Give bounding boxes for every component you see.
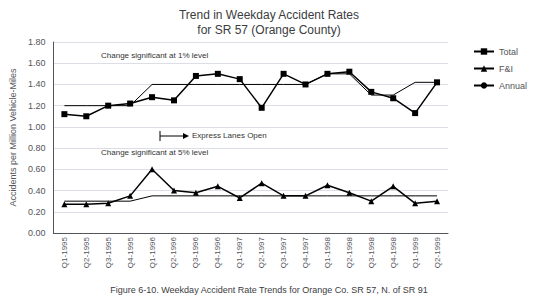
- svg-text:Change significant at 1% level: Change significant at 1% level: [101, 51, 208, 60]
- svg-text:1.80: 1.80: [28, 37, 46, 47]
- svg-text:Q2-1995: Q2-1995: [82, 236, 91, 268]
- svg-text:Q1-1998: Q1-1998: [323, 236, 332, 268]
- svg-text:Q4-1997: Q4-1997: [301, 236, 310, 268]
- svg-text:Q2-1997: Q2-1997: [257, 236, 266, 268]
- svg-text:Q3-1997: Q3-1997: [279, 236, 288, 268]
- svg-text:Q4-1996: Q4-1996: [213, 236, 222, 268]
- svg-text:Q2-1996: Q2-1996: [169, 236, 178, 268]
- svg-text:0.40: 0.40: [28, 186, 46, 196]
- svg-text:Q3-1995: Q3-1995: [104, 236, 113, 268]
- svg-text:Q1-1999: Q1-1999: [411, 236, 420, 268]
- svg-text:F&I: F&I: [499, 64, 513, 74]
- svg-text:0.20: 0.20: [28, 207, 46, 217]
- svg-text:1.20: 1.20: [28, 101, 46, 111]
- svg-text:Express Lanes Open: Express Lanes Open: [192, 131, 267, 140]
- svg-text:1.40: 1.40: [28, 79, 46, 89]
- svg-text:Q4-1998: Q4-1998: [389, 236, 398, 268]
- svg-text:Q2-1998: Q2-1998: [345, 236, 354, 268]
- svg-text:for SR 57 (Orange County): for SR 57 (Orange County): [197, 23, 340, 37]
- svg-text:Q1-1995: Q1-1995: [60, 236, 69, 268]
- svg-text:Annual: Annual: [499, 81, 527, 91]
- svg-text:Q3-1998: Q3-1998: [367, 236, 376, 268]
- svg-text:0.60: 0.60: [28, 164, 46, 174]
- svg-text:0.80: 0.80: [28, 143, 46, 153]
- svg-text:Figure 6-10. Weekday Accident: Figure 6-10. Weekday Accident Rate Trend…: [110, 285, 428, 295]
- svg-text:Total: Total: [499, 47, 518, 57]
- svg-text:Trend in Weekday Accident Rate: Trend in Weekday Accident Rates: [179, 8, 359, 22]
- svg-text:Q3-1996: Q3-1996: [191, 236, 200, 268]
- svg-text:Q1-1996: Q1-1996: [148, 236, 157, 268]
- svg-text:1.00: 1.00: [28, 122, 46, 132]
- svg-text:Accidents per Million Vehicle-: Accidents per Million Vehicle-Miles: [8, 68, 18, 207]
- svg-text:1.60: 1.60: [28, 58, 46, 68]
- svg-text:0.00: 0.00: [28, 228, 46, 238]
- svg-text:Q4-1995: Q4-1995: [126, 236, 135, 268]
- svg-text:Q1-1997: Q1-1997: [235, 236, 244, 268]
- svg-text:Q2-1999: Q2-1999: [433, 236, 442, 268]
- svg-text:Change significant at 5% level: Change significant at 5% level: [101, 148, 208, 157]
